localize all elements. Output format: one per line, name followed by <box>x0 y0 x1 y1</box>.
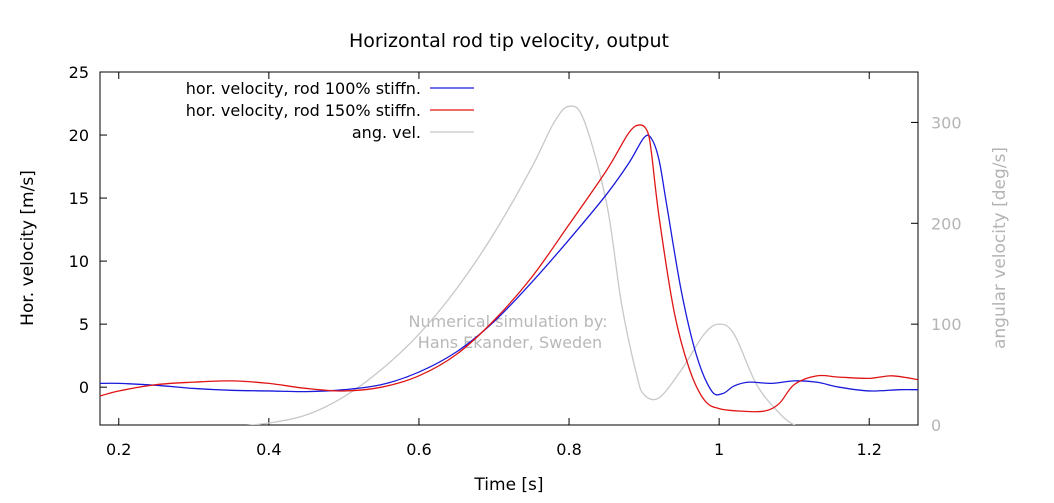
chart-title: Horizontal rod tip velocity, output <box>349 30 669 52</box>
legend-label: ang. vel. <box>352 123 421 142</box>
y2-tick-label: 200 <box>931 214 962 233</box>
x-tick-label: 1 <box>714 440 724 459</box>
x-axis-label: Time [s] <box>473 475 543 495</box>
x-tick-label: 1.2 <box>856 440 881 459</box>
plot-frame <box>99 71 919 426</box>
y-axis-right: 0 100 200 300 <box>911 113 962 435</box>
y-axis-left: 0 5 10 15 20 25 <box>69 63 107 397</box>
series-line-ang-vel <box>246 105 796 425</box>
legend-label: hor. velocity, rod 150% stiffn. <box>186 101 421 120</box>
y-tick-label: 10 <box>69 252 89 271</box>
y-tick-label: 0 <box>79 378 89 397</box>
watermark-line-1: Numerical simulation by: <box>408 312 607 331</box>
x-tick-label: 0.2 <box>106 440 131 459</box>
legend-label: hor. velocity, rod 100% stiffn. <box>186 79 421 98</box>
x-tick-label: 0.6 <box>406 440 431 459</box>
y-tick-label: 25 <box>69 63 89 82</box>
legend: hor. velocity, rod 100% stiffn. hor. velo… <box>186 79 474 142</box>
x-tick-label: 0.4 <box>256 440 281 459</box>
y2-axis-label: angular velocity [deg/s] <box>990 147 1010 349</box>
series-line-hor-velocity-rod-100-stiffn <box>100 134 918 396</box>
y-tick-label: 20 <box>69 126 89 145</box>
series-layer <box>100 105 918 425</box>
series-line-hor-velocity-rod-150-stiffn <box>100 124 918 413</box>
x-axis: 0.2 0.4 0.6 0.8 1 1.2 <box>106 72 882 459</box>
y-tick-label: 15 <box>69 189 89 208</box>
y-tick-label: 5 <box>79 315 89 334</box>
watermark-line-2: Hans Ekander, Sweden <box>418 333 602 352</box>
y2-tick-label: 0 <box>931 416 941 435</box>
y-axis-label: Hor. velocity [m/s] <box>18 170 38 326</box>
x-tick-label: 0.8 <box>556 440 581 459</box>
y2-tick-label: 100 <box>931 315 962 334</box>
watermark-annotation: Numerical simulation by: Hans Ekander, S… <box>408 312 607 352</box>
y2-tick-label: 300 <box>931 113 962 132</box>
